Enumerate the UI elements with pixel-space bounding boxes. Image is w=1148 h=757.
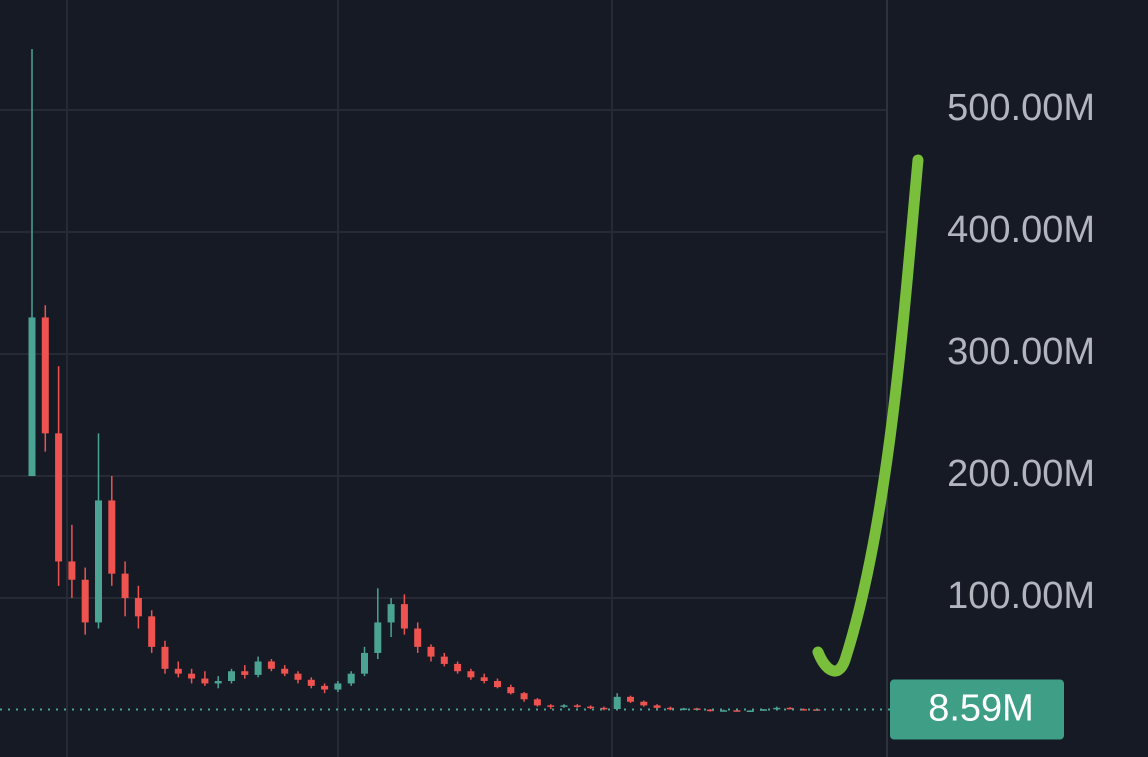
candle-body: [440, 656, 448, 664]
candle-body: [706, 709, 714, 712]
candle-body: [573, 705, 581, 707]
candle-body: [587, 706, 595, 709]
candle-body: [95, 500, 102, 623]
candle-body: [427, 646, 435, 657]
candle-body: [361, 652, 368, 674]
candle-body: [188, 673, 196, 679]
candle-body: [294, 673, 302, 680]
candle-body: [653, 705, 661, 708]
candle-body: [627, 696, 634, 702]
candle-body: [108, 500, 116, 574]
candle-body: [720, 710, 728, 712]
plot: [0, 49, 886, 713]
candle-body: [241, 671, 249, 675]
candle-body: [321, 685, 329, 690]
candle-body: [760, 709, 767, 711]
candle-body: [55, 433, 63, 562]
last-price-label: 8.59M: [928, 688, 1034, 730]
candle-body: [254, 661, 262, 675]
candle-body: [307, 679, 315, 686]
candle-body: [533, 699, 541, 706]
candle-body: [387, 604, 395, 623]
candle-body: [494, 680, 501, 688]
candle-body: [347, 673, 355, 684]
candle-body: [560, 705, 568, 707]
candle-body: [121, 573, 129, 599]
candle-body: [414, 628, 422, 647]
candle-body: [161, 646, 169, 669]
candle-body: [640, 701, 648, 706]
candle-body: [201, 678, 209, 684]
candle-body: [666, 707, 674, 710]
y-tick-label: 200.00M: [947, 453, 1095, 495]
candle-body: [799, 709, 807, 711]
candle-body: [334, 683, 342, 690]
candle-body: [374, 622, 382, 653]
candle-body: [733, 710, 741, 712]
candle-body: [467, 671, 475, 678]
candle-body: [600, 707, 608, 710]
candle-body: [454, 663, 462, 672]
candle-body: [174, 668, 182, 674]
y-tick-label: 300.00M: [947, 331, 1095, 373]
y-tick-label: 600.00M: [947, 0, 1095, 7]
candle-body: [480, 677, 488, 681]
y-tick-label: 100.00M: [947, 575, 1095, 617]
candle-body: [41, 317, 49, 434]
y-tick-label: 500.00M: [947, 87, 1095, 129]
candle-body: [746, 710, 754, 713]
candle-body: [214, 680, 222, 684]
candle-body: [267, 661, 275, 669]
candle-body: [786, 707, 794, 710]
hand-drawn-arrow: [812, 154, 924, 677]
candle-body: [281, 668, 289, 674]
candle-body: [28, 317, 36, 477]
candle-body: [68, 561, 76, 580]
candle-body: [81, 579, 89, 623]
candle-body: [148, 616, 156, 647]
candle-body: [520, 693, 528, 700]
candle-body: [134, 598, 142, 617]
candle-body: [547, 705, 555, 707]
candle-body: [400, 604, 408, 629]
last-price-box: [890, 679, 1064, 740]
candle-body: [613, 696, 621, 710]
y-tick-label: 400.00M: [947, 209, 1095, 251]
candle-body: [507, 687, 515, 694]
candle-body: [228, 671, 235, 681]
candle-body: [680, 708, 688, 710]
